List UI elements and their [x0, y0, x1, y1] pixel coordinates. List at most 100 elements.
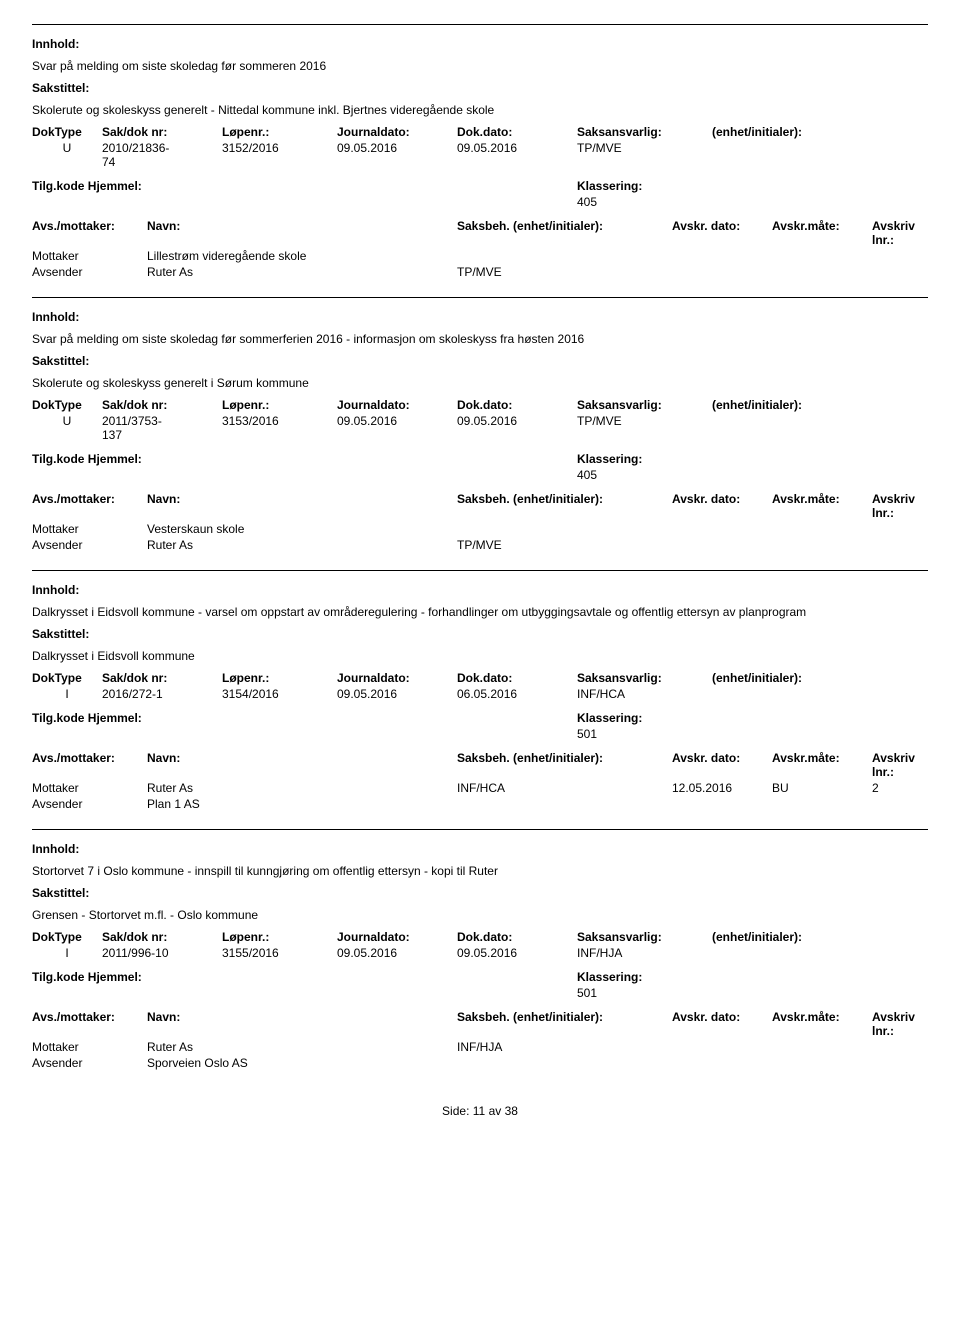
parties-header: Avs./mottaker:Navn:Saksbeh. (enhet/initi…	[32, 751, 928, 779]
party-row: MottakerVesterskaun skole	[32, 522, 928, 536]
party-role: Avsender	[32, 538, 147, 552]
meta-header-cell: Journaldato:	[337, 671, 457, 685]
party-avskrivlnr	[872, 249, 928, 263]
party-role: Mottaker	[32, 249, 147, 263]
innhold-value: Svar på melding om siste skoledag før so…	[32, 59, 928, 73]
party-avskrmate	[772, 1056, 872, 1070]
sakdok-value: 2010/21836-74	[102, 141, 222, 169]
meta-header-cell: Saksansvarlig:	[577, 398, 712, 412]
meta-header-cell: Journaldato:	[337, 930, 457, 944]
parties-header-cell: Avs./mottaker:	[32, 219, 147, 247]
footer-total: 38	[505, 1104, 518, 1118]
parties-header-cell: Navn:	[147, 1010, 457, 1038]
party-avskrmate	[772, 265, 872, 279]
party-avskrmate	[772, 522, 872, 536]
meta-header-cell: (enhet/initialer):	[712, 930, 928, 944]
meta-header-cell: Journaldato:	[337, 398, 457, 412]
meta-header-cell: Dok.dato:	[457, 398, 577, 412]
meta-header-cell: Sak/dok nr:	[102, 930, 222, 944]
party-name: Ruter As	[147, 538, 457, 552]
party-name: Lillestrøm videregående skole	[147, 249, 457, 263]
klassering-value: 501	[577, 727, 928, 741]
innhold-label: Innhold:	[32, 842, 928, 856]
tilgkode-hjemmel-label: Tilg.kode Hjemmel:	[32, 452, 577, 466]
lopenr-value: 3152/2016	[222, 141, 337, 169]
party-avskrdato	[672, 1056, 772, 1070]
tilgkode-hjemmel-label: Tilg.kode Hjemmel:	[32, 711, 577, 725]
party-avskrivlnr: 2	[872, 781, 928, 795]
meta-values: U2011/3753-1373153/201609.05.201609.05.2…	[32, 414, 928, 442]
party-saksbeh	[457, 522, 672, 536]
party-name: Ruter As	[147, 1040, 457, 1054]
party-avskrivlnr	[872, 265, 928, 279]
dokdato-value: 06.05.2016	[457, 687, 577, 701]
party-role: Mottaker	[32, 522, 147, 536]
party-avskrdato	[672, 1040, 772, 1054]
journal-record: Innhold: Dalkrysset i Eidsvoll kommune - …	[32, 570, 928, 829]
tilg-klass-row: Tilg.kode Hjemmel:Klassering:	[32, 711, 928, 725]
parties-header-cell: Avskr. dato:	[672, 492, 772, 520]
journaldato-value: 09.05.2016	[337, 946, 457, 960]
saksansvarlig-value: INF/HCA	[577, 687, 712, 701]
parties-header-cell: Saksbeh. (enhet/initialer):	[457, 751, 672, 779]
meta-header-cell: DokType	[32, 125, 102, 139]
klassering-value: 405	[577, 468, 928, 482]
sakstittel-value: Grensen - Stortorvet m.fl. - Oslo kommun…	[32, 908, 928, 922]
parties-header-cell: Saksbeh. (enhet/initialer):	[457, 1010, 672, 1038]
sakstittel-label: Sakstittel:	[32, 627, 928, 641]
tilgkode-hjemmel-label: Tilg.kode Hjemmel:	[32, 970, 577, 984]
journaldato-value: 09.05.2016	[337, 414, 457, 442]
party-row: AvsenderRuter AsTP/MVE	[32, 265, 928, 279]
meta-header-cell: (enhet/initialer):	[712, 398, 928, 412]
meta-header-cell: Saksansvarlig:	[577, 671, 712, 685]
sakstittel-value: Skolerute og skoleskyss generelt - Nitte…	[32, 103, 928, 117]
party-saksbeh: TP/MVE	[457, 265, 672, 279]
party-row: MottakerLillestrøm videregående skole	[32, 249, 928, 263]
innhold-value: Svar på melding om siste skoledag før so…	[32, 332, 928, 346]
party-name: Vesterskaun skole	[147, 522, 457, 536]
party-saksbeh: TP/MVE	[457, 538, 672, 552]
party-avskrivlnr	[872, 1056, 928, 1070]
saksansvarlig-value: TP/MVE	[577, 414, 712, 442]
klassering-label: Klassering:	[577, 970, 642, 984]
sakstittel-value: Dalkrysset i Eidsvoll kommune	[32, 649, 928, 663]
meta-header-cell: Sak/dok nr:	[102, 125, 222, 139]
footer-av: av	[489, 1104, 502, 1118]
party-avskrdato	[672, 249, 772, 263]
meta-header-cell: Løpenr.:	[222, 398, 337, 412]
saksansvarlig-value: TP/MVE	[577, 141, 712, 169]
journal-record: Innhold:Svar på melding om siste skoleda…	[32, 297, 928, 570]
parties-header-cell: Navn:	[147, 492, 457, 520]
meta-header-cell: Dok.dato:	[457, 671, 577, 685]
parties-header-cell: Avskriv lnr.:	[872, 219, 928, 247]
meta-header-cell: DokType	[32, 930, 102, 944]
innhold-label: Innhold:	[32, 37, 928, 51]
dokdato-value: 09.05.2016	[457, 141, 577, 169]
saksansvarlig-value: INF/HJA	[577, 946, 712, 960]
meta-header: DokTypeSak/dok nr:Løpenr.:Journaldato:Do…	[32, 125, 928, 139]
party-role: Avsender	[32, 265, 147, 279]
meta-header: DokTypeSak/dok nr:Løpenr.:Journaldato:Do…	[32, 398, 928, 412]
klassering-label: Klassering:	[577, 711, 642, 725]
meta-header-cell: DokType	[32, 671, 102, 685]
party-role: Mottaker	[32, 1040, 147, 1054]
lopenr-value: 3154/2016	[222, 687, 337, 701]
party-name: Sporveien Oslo AS	[147, 1056, 457, 1070]
enhet-value	[712, 946, 928, 960]
party-avskrdato: 12.05.2016	[672, 781, 772, 795]
parties-header-cell: Saksbeh. (enhet/initialer):	[457, 219, 672, 247]
meta-header-cell: Dok.dato:	[457, 125, 577, 139]
parties-header-cell: Avskr.måte:	[772, 1010, 872, 1038]
parties-header-cell: Avskr. dato:	[672, 219, 772, 247]
party-avskrdato	[672, 522, 772, 536]
innhold-value: Dalkrysset i Eidsvoll kommune - varsel o…	[32, 605, 928, 619]
innhold-label: Innhold:	[32, 583, 928, 597]
party-row: AvsenderRuter AsTP/MVE	[32, 538, 928, 552]
journal-record: Innhold: Svar på melding om siste skoleda…	[32, 24, 928, 297]
party-saksbeh	[457, 1056, 672, 1070]
lopenr-value: 3153/2016	[222, 414, 337, 442]
enhet-value	[712, 141, 928, 169]
journaldato-value: 09.05.2016	[337, 687, 457, 701]
meta-header-cell: Sak/dok nr:	[102, 398, 222, 412]
party-role: Avsender	[32, 1056, 147, 1070]
